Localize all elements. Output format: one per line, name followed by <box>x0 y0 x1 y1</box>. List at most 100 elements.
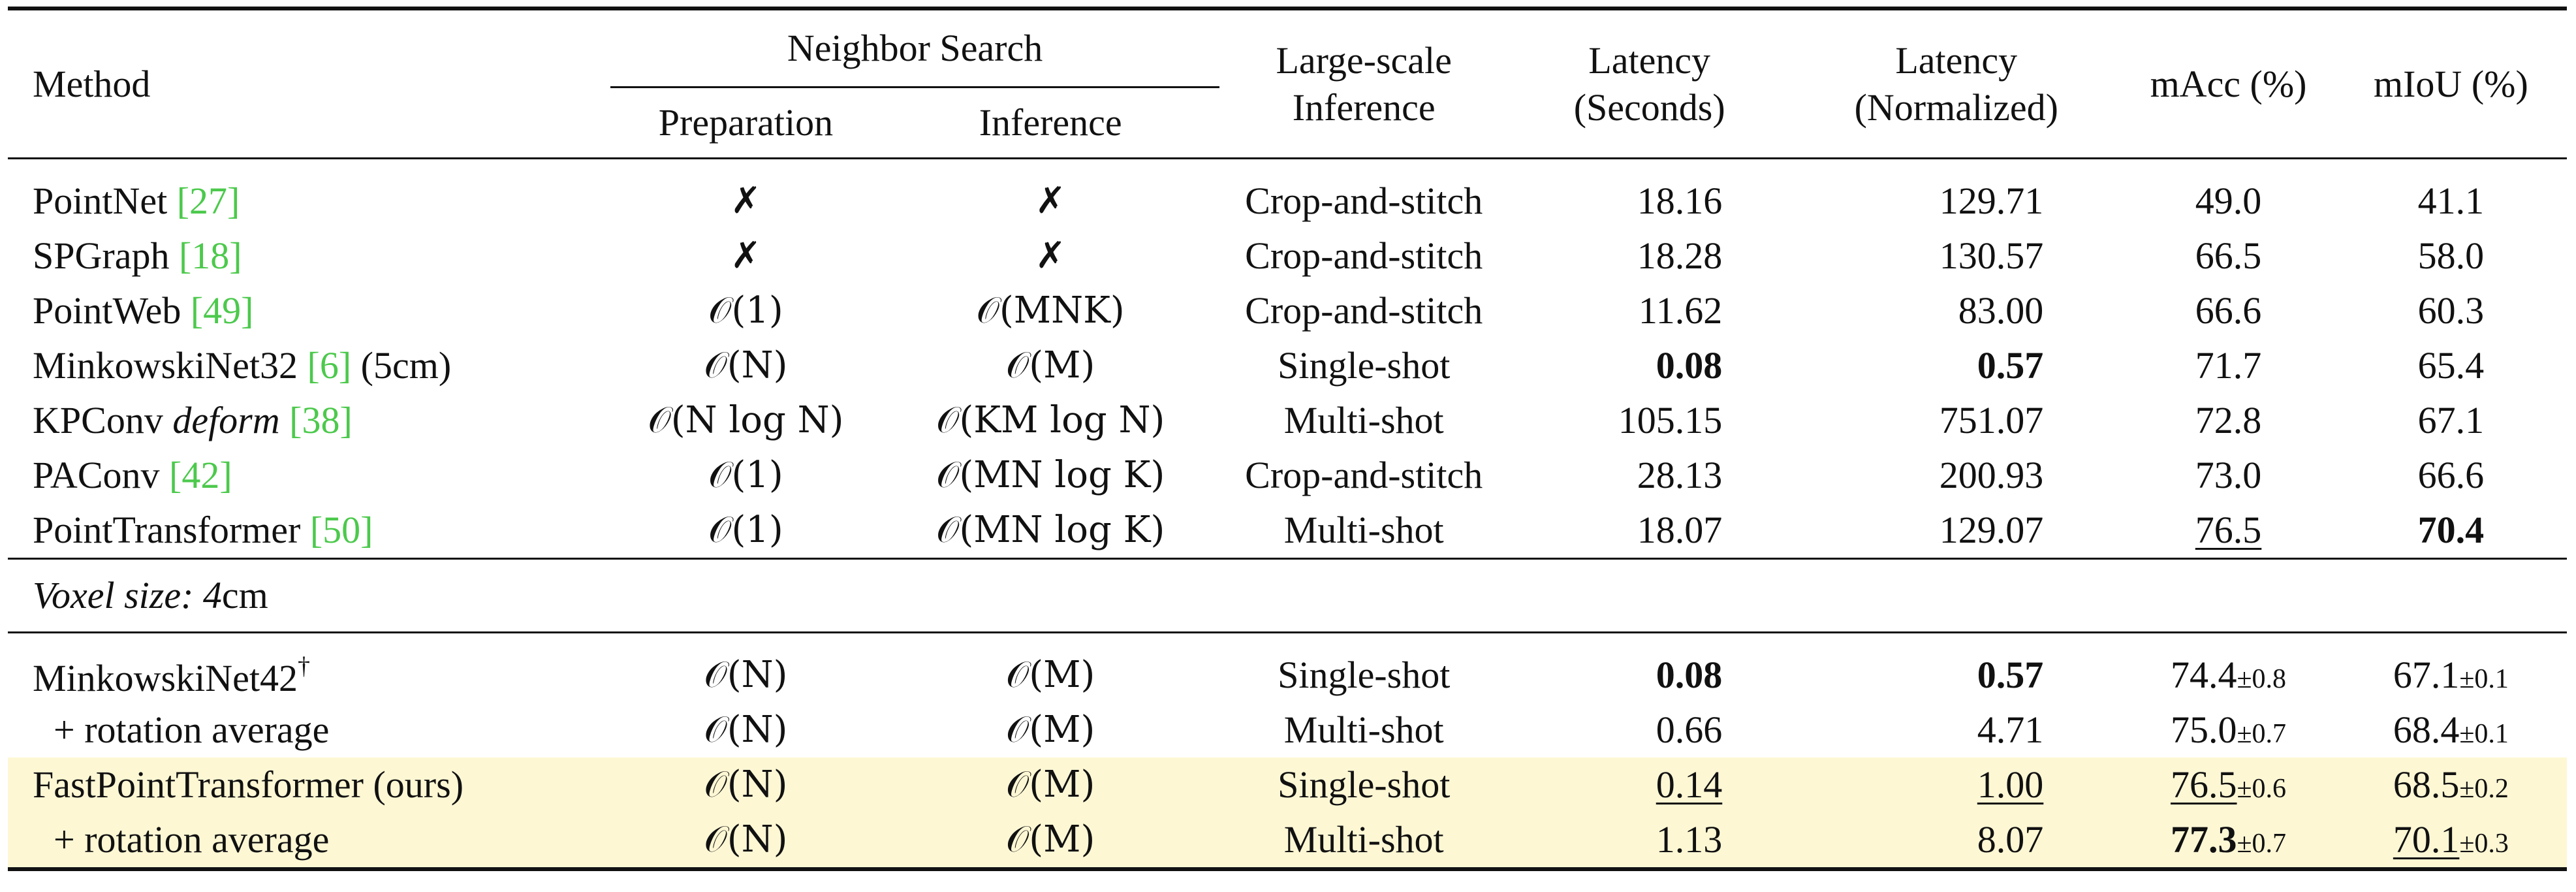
macc-cell: 71.7 <box>2195 344 2262 387</box>
header-latency-normalized: Latency (Normalized) <box>1791 7 2122 159</box>
latency-normalized-cell: 1.00 <box>1791 757 2122 812</box>
preparation-cell: 𝒪(1) <box>708 289 783 332</box>
preparation-cell: 𝒪(1) <box>708 509 783 551</box>
miou-cell: 68.5±0.2 <box>2334 757 2567 812</box>
citation-link[interactable]: [27] <box>176 180 240 222</box>
table-row: PointWeb [49] 𝒪(1) 𝒪(MNK) Crop-and-stitc… <box>8 283 2567 338</box>
macc-cell: 76.5 <box>2195 509 2262 551</box>
latency-seconds-cell: 0.14 <box>1508 757 1791 812</box>
preparation-cell: 𝒪(N log N) <box>648 399 844 441</box>
preparation-cell: ✗ <box>730 180 761 222</box>
miou-cell: 41.1 <box>2417 180 2485 222</box>
table-row: PointNet [27] ✗ ✗ Crop-and-stitch 18.16 … <box>8 174 2567 229</box>
large-scale-cell: Crop-and-stitch <box>1245 180 1483 222</box>
large-scale-cell: Single-shot <box>1278 344 1451 387</box>
header-row-2: Preparation Inference <box>8 88 2567 159</box>
method-cell: PointNet [27] <box>33 180 240 222</box>
latency-seconds-cell: 18.07 <box>1637 509 1723 551</box>
inference-cell: 𝒪(KM log N) <box>936 399 1165 441</box>
inference-cell: 𝒪(M) <box>1006 344 1095 387</box>
miou-cell: 67.1 <box>2417 399 2485 441</box>
miou-cell: 68.4±0.1 <box>2393 709 2509 751</box>
latency-normalized-cell: 4.71 <box>1977 709 2044 751</box>
table-row-highlighted: + rotation average 𝒪(N) 𝒪(M) Multi-shot … <box>8 812 2567 871</box>
top-padding <box>8 0 2567 8</box>
header-large-scale-line2: Inference <box>1292 86 1436 129</box>
section-label: Voxel size: 4cm <box>8 558 2567 633</box>
large-scale-cell: Crop-and-stitch <box>1245 454 1483 496</box>
latency-seconds-cell: 0.66 <box>1656 709 1723 751</box>
table-row: KPConv deform [38] 𝒪(N log N) 𝒪(KM log N… <box>8 393 2567 448</box>
macc-cell: 76.5±0.6 <box>2122 757 2335 812</box>
large-scale-cell: Multi-shot <box>1219 812 1509 871</box>
inference-cell: 𝒪(M) <box>881 757 1220 812</box>
latency-seconds-cell: 1.13 <box>1508 812 1791 871</box>
macc-cell: 75.0±0.7 <box>2171 709 2287 751</box>
latency-seconds-cell: 18.16 <box>1637 180 1723 222</box>
header-neighbor-search: Neighbor Search <box>610 7 1220 88</box>
method-cell: PAConv [42] <box>33 454 232 496</box>
table-row: SPGraph [18] ✗ ✗ Crop-and-stitch 18.28 1… <box>8 229 2567 283</box>
section-row: Voxel size: 4cm <box>8 558 2567 633</box>
preparation-cell: 𝒪(N) <box>704 344 788 387</box>
macc-cell: 77.3±0.7 <box>2122 812 2335 871</box>
macc-cell: 74.4±0.8 <box>2171 654 2287 696</box>
inference-cell: 𝒪(MN log K) <box>936 509 1165 551</box>
macc-cell: 66.6 <box>2195 289 2262 332</box>
table-row: PAConv [42] 𝒪(1) 𝒪(MN log K) Crop-and-st… <box>8 448 2567 503</box>
method-cell: + rotation average <box>54 709 330 751</box>
citation-link[interactable]: [49] <box>190 289 254 332</box>
latency-normalized-cell: 130.57 <box>1939 234 2044 277</box>
method-cell: FastPointTransformer (ours) <box>8 757 610 812</box>
preparation-cell: 𝒪(N) <box>704 709 788 751</box>
miou-cell: 66.6 <box>2417 454 2485 496</box>
inference-cell: 𝒪(MNK) <box>976 289 1125 332</box>
latency-seconds-cell: 0.08 <box>1656 654 1723 696</box>
latency-seconds-cell: 0.08 <box>1656 344 1723 387</box>
header-large-scale-line1: Large-scale <box>1276 39 1452 82</box>
method-cell: SPGraph [18] <box>33 234 242 277</box>
method-cell: PointTransformer [50] <box>33 509 373 551</box>
inference-cell: 𝒪(M) <box>1006 709 1095 751</box>
preparation-cell: ✗ <box>730 234 761 277</box>
method-cell: + rotation average <box>8 812 610 871</box>
macc-cell: 66.5 <box>2195 234 2262 277</box>
preparation-cell: 𝒪(N) <box>610 757 882 812</box>
header-latency-normalized-line2: (Normalized) <box>1854 86 2058 129</box>
inference-cell: 𝒪(MN log K) <box>936 454 1165 496</box>
latency-normalized-cell: 8.07 <box>1791 812 2122 871</box>
table-row: MinkowskiNet42† 𝒪(N) 𝒪(M) Single-shot 0.… <box>8 648 2567 703</box>
header-method: Method <box>8 7 610 159</box>
large-scale-cell: Multi-shot <box>1283 399 1444 441</box>
method-cell: MinkowskiNet32 [6] (5cm) <box>33 344 452 387</box>
citation-link[interactable]: [42] <box>169 454 232 496</box>
header-latency-seconds-line2: (Seconds) <box>1573 86 1725 129</box>
citation-link[interactable]: [6] <box>307 344 352 387</box>
preparation-cell: 𝒪(N) <box>704 654 788 696</box>
method-cell: PointWeb [49] <box>33 289 254 332</box>
latency-normalized-cell: 200.93 <box>1939 454 2044 496</box>
header-latency-seconds-line1: Latency <box>1588 39 1711 82</box>
table-row: MinkowskiNet32 [6] (5cm) 𝒪(N) 𝒪(M) Singl… <box>8 338 2567 393</box>
latency-normalized-cell: 0.57 <box>1977 654 2044 696</box>
citation-link[interactable]: [50] <box>309 509 373 551</box>
latency-seconds-cell: 11.62 <box>1638 289 1723 332</box>
miou-cell: 70.4 <box>2417 509 2485 551</box>
latency-normalized-cell: 83.00 <box>1958 289 2044 332</box>
large-scale-cell: Multi-shot <box>1283 709 1444 751</box>
preparation-cell: 𝒪(1) <box>708 454 783 496</box>
miou-cell: 67.1±0.1 <box>2393 654 2509 696</box>
citation-link[interactable]: [38] <box>289 399 353 441</box>
header-row-1: Method Neighbor Search Large-scale Infer… <box>8 7 2567 159</box>
latency-normalized-cell: 0.57 <box>1977 344 2044 387</box>
header-inference: Inference <box>979 101 1122 144</box>
comparison-table: Method Neighbor Search Large-scale Infer… <box>8 0 2567 871</box>
header-macc: mAcc (%) <box>2122 7 2335 159</box>
large-scale-cell: Single-shot <box>1278 654 1451 696</box>
latency-seconds-cell: 18.28 <box>1637 234 1723 277</box>
header-large-scale: Large-scale Inference <box>1219 7 1509 159</box>
macc-cell: 49.0 <box>2195 180 2262 222</box>
inference-cell: ✗ <box>1035 180 1066 222</box>
citation-link[interactable]: [18] <box>178 234 242 277</box>
